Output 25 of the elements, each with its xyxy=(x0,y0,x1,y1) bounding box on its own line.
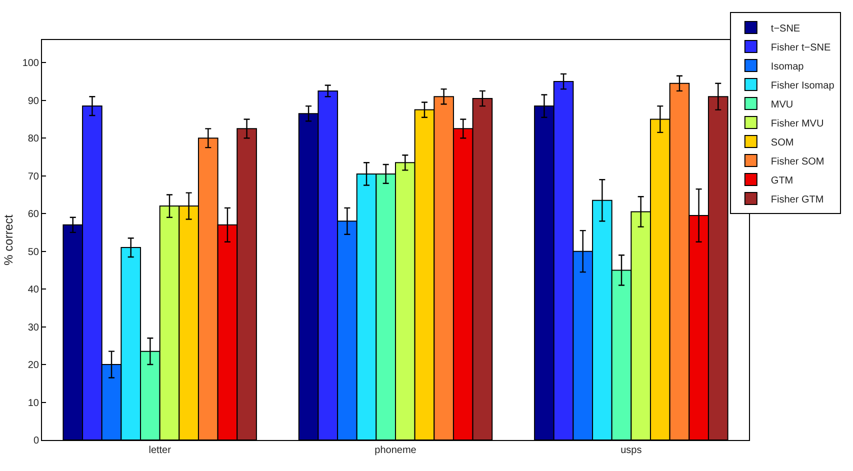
x-tick-label: usps xyxy=(620,445,642,456)
x-tick-label: letter xyxy=(148,445,172,456)
legend-label: SOM xyxy=(770,137,794,148)
y-tick-label: 90 xyxy=(28,96,40,107)
y-tick-label: 0 xyxy=(33,436,40,446)
legend-label: GTM xyxy=(770,175,794,186)
y-tick-label: 70 xyxy=(28,171,40,182)
y-tick-label: 40 xyxy=(28,284,40,296)
y-tick-label: 10 xyxy=(28,398,40,409)
legend-label: MVU xyxy=(770,99,794,110)
y-tick-label: 100 xyxy=(22,58,40,70)
legend-label: Fisher GTM xyxy=(770,194,824,206)
y-tick-label: 60 xyxy=(28,209,40,220)
legend-label: Fisher Isomap xyxy=(770,80,835,92)
x-tick-label: phoneme xyxy=(374,445,417,456)
y-tick-label: 30 xyxy=(28,322,40,334)
y-tick-label: 50 xyxy=(28,246,40,258)
legend-label: Fisher t−SNE xyxy=(770,42,831,54)
legend-label: Isomap xyxy=(770,61,804,72)
y-tick-label: 80 xyxy=(28,134,40,145)
legend-label: Fisher SOM xyxy=(770,156,824,168)
y-axis-title: % correct xyxy=(2,214,16,266)
legend-label: Fisher MVU xyxy=(770,118,824,130)
y-tick-label: 20 xyxy=(28,360,40,372)
legend-label: t−SNE xyxy=(770,23,800,34)
